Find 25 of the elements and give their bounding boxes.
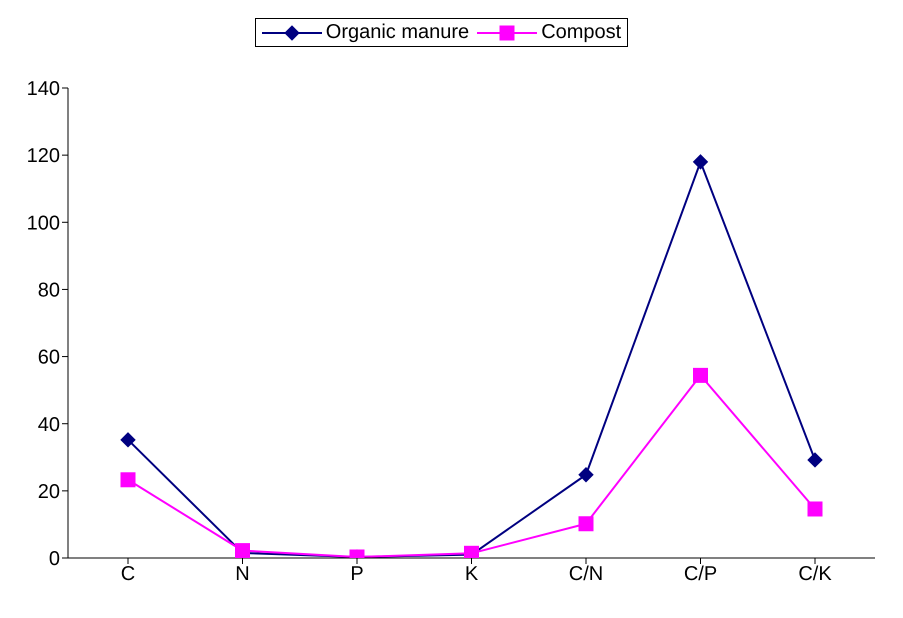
y-tick-label: 140 [26, 78, 60, 100]
point [693, 154, 708, 170]
y-tick-label: 40 [38, 414, 60, 436]
x-tick-label: N [235, 563, 250, 586]
point [808, 501, 822, 516]
legend-label: Compost [541, 21, 622, 44]
point [693, 368, 708, 383]
y-tick-label: 60 [38, 346, 60, 369]
x-tick-label: C/P [684, 563, 718, 586]
x-tick-label: C [120, 563, 136, 586]
x-tick-label: K [464, 563, 479, 586]
point [578, 516, 594, 532]
point [120, 432, 136, 448]
y-tick-label: 80 [38, 280, 60, 302]
y-tick-label: 120 [26, 145, 60, 168]
y-tick-label: 100 [26, 212, 60, 234]
point [120, 472, 136, 488]
legend-label: Organic manure [326, 21, 470, 44]
y-tick-label: 0 [48, 548, 60, 570]
x-tick-label: C/N [568, 563, 604, 586]
point [578, 467, 594, 482]
y-tick-label: 20 [38, 480, 60, 503]
x-tick-label: C/K [798, 563, 832, 586]
point [808, 452, 822, 468]
x-tick-label: P [350, 563, 364, 586]
